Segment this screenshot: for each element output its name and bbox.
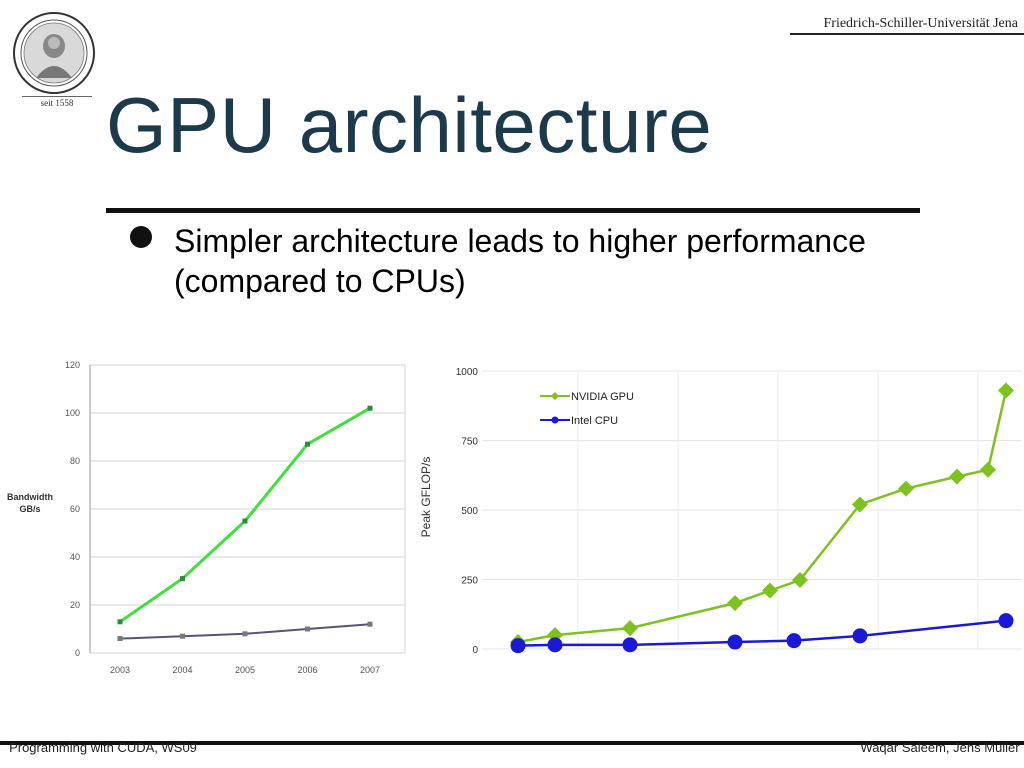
- x-tick-label: 2006: [297, 665, 317, 675]
- y-tick-label: 20: [70, 600, 80, 610]
- bullet-text: Simpler architecture leads to higher per…: [174, 223, 866, 299]
- footer-divider: [0, 741, 1024, 745]
- y-tick-label: 1000: [456, 367, 479, 378]
- data-point: [180, 633, 185, 639]
- legend-marker: [551, 416, 559, 424]
- series-line: [119, 406, 371, 624]
- y-tick-label: 750: [461, 437, 478, 448]
- data-point: [898, 480, 914, 497]
- university-name: Friedrich-Schiller-Universität Jena: [823, 16, 1019, 31]
- data-point: [786, 633, 802, 649]
- y-tick-label: 40: [70, 552, 80, 562]
- data-point: [117, 619, 123, 625]
- legend-marker: [551, 392, 559, 400]
- data-point: [727, 595, 743, 612]
- y-axis-label: Peak GFLOP/s: [419, 457, 433, 538]
- data-point: [727, 634, 743, 650]
- y-tick-label: 80: [70, 456, 80, 466]
- university-seal-logo: [13, 12, 95, 94]
- data-point: [242, 518, 248, 524]
- footer-authors: Waqar Saleem, Jens Müller: [860, 740, 1020, 755]
- data-point: [852, 496, 868, 513]
- data-point: [998, 613, 1014, 629]
- data-point: [367, 621, 373, 627]
- data-point: [980, 461, 996, 478]
- y-tick-label: 0: [472, 645, 478, 656]
- data-point: [998, 382, 1014, 399]
- title-divider: [106, 208, 920, 213]
- seal-caption: seit 1558: [22, 96, 92, 108]
- slide-title: GPU architecture: [106, 81, 713, 169]
- y-tick-label: 100: [65, 408, 80, 418]
- x-tick-label: 2005: [235, 665, 255, 675]
- series-line: [517, 390, 1008, 644]
- series-line: [517, 619, 1007, 647]
- data-point: [367, 405, 373, 411]
- x-tick-label: 2003: [110, 665, 130, 675]
- legend-label: NVIDIA GPU: [571, 391, 634, 403]
- legend-label: Intel CPU: [571, 415, 618, 427]
- y-tick-label: 60: [70, 504, 80, 514]
- y-tick-label: 250: [461, 576, 478, 587]
- data-point: [622, 620, 638, 637]
- data-point: [242, 631, 248, 637]
- bandwidth-chart: 0 20 40 60 80 100 120 2003 2004 2005 2006 2007 Bandw…: [7, 360, 406, 675]
- y-tick-label: 120: [65, 360, 80, 370]
- data-point: [510, 638, 526, 654]
- y-tick-label: 500: [461, 506, 478, 517]
- header-divider: [790, 33, 1024, 35]
- data-point: [792, 572, 808, 589]
- data-point: [305, 441, 310, 447]
- data-point: [949, 468, 965, 485]
- x-tick-label: 2004: [172, 665, 192, 675]
- data-point: [547, 637, 563, 653]
- gflops-chart: 0 250 500 750 1000 Peak GFLOP/s NVIDIA GPU Inte…: [419, 367, 1022, 656]
- data-point: [762, 582, 778, 599]
- y-axis-label: GB/s: [19, 504, 40, 514]
- x-tick-label: 2007: [360, 665, 380, 675]
- data-point: [117, 636, 123, 642]
- data-point: [622, 637, 638, 653]
- bullet-marker: [130, 226, 152, 248]
- y-axis-label: Bandwidth: [7, 492, 53, 502]
- data-point: [180, 576, 185, 582]
- data-point: [852, 628, 868, 644]
- y-tick-label: 0: [75, 648, 80, 658]
- data-point: [305, 626, 310, 632]
- footer-course: Programming with CUDA, WS09: [9, 740, 197, 755]
